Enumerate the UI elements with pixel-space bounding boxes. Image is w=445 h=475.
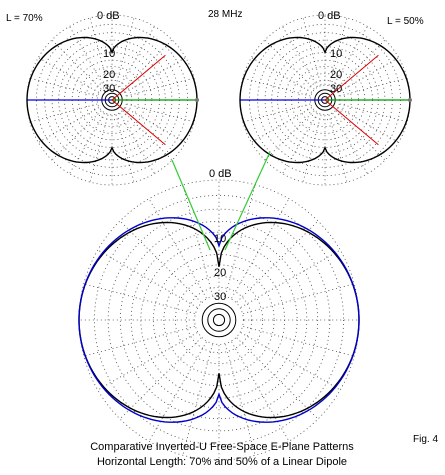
main-ring-label-20: 20 xyxy=(214,267,226,279)
main-grid-spoke-195 xyxy=(83,283,195,314)
right-ring-label-0db: 0 dB xyxy=(318,10,341,22)
right-length-label: L = 50% xyxy=(387,16,424,27)
left-grid-spoke-330 xyxy=(125,57,186,93)
right-polar-plot xyxy=(239,14,412,186)
main-grid-spoke-255 xyxy=(182,184,213,296)
right-grid-spoke-135 xyxy=(264,110,315,161)
left-grid-spoke-210 xyxy=(38,57,99,93)
main-grid-spoke-75 xyxy=(225,344,256,456)
right-grid-spoke-45 xyxy=(335,110,386,161)
connector-left xyxy=(171,159,211,251)
left-ring-label-20: 20 xyxy=(103,69,115,81)
left-grid-spoke-300 xyxy=(119,26,155,87)
right-grid-spoke-195 xyxy=(242,77,311,97)
main-ring-label-30: 30 xyxy=(214,291,226,303)
main-grid-spoke-150 xyxy=(97,332,198,391)
left-grid-spoke-165 xyxy=(29,103,98,123)
main-ring-label-0db: 0 dB xyxy=(209,168,232,180)
main-polar-plot xyxy=(78,179,360,461)
right-end-marker xyxy=(408,98,412,102)
main-grid-spoke-135 xyxy=(119,337,202,420)
left-grid-spoke-240 xyxy=(69,26,105,87)
right-grid-spoke-240 xyxy=(282,26,318,87)
main-grid-spoke-165 xyxy=(83,326,195,357)
main-grid-ring-8 xyxy=(174,275,264,365)
right-grid-spoke-15 xyxy=(339,103,408,123)
caption-line-1: Comparative Inverted-U Free-Space E-Plan… xyxy=(90,441,354,453)
right-ring-label-20: 20 xyxy=(330,69,342,81)
main-ring-label-10: 10 xyxy=(214,233,226,245)
left-ring-label-30: 30 xyxy=(103,83,115,95)
connector-right xyxy=(224,151,271,251)
left-grid-spoke-15 xyxy=(126,103,195,123)
right-grid-spoke-255 xyxy=(302,17,322,86)
left-polar-plot xyxy=(26,14,199,186)
left-grid-spoke-345 xyxy=(126,77,195,97)
left-ring-label-0db: 0 dB xyxy=(97,10,120,22)
right-pattern-curve xyxy=(239,36,411,164)
right-axis-red-lower xyxy=(324,99,379,146)
figure-number-label: Fig. 4 xyxy=(413,434,438,445)
left-pattern-curve xyxy=(26,36,198,164)
main-grid-spoke-345 xyxy=(243,283,355,314)
left-grid-spoke-315 xyxy=(122,39,173,90)
left-grid-spoke-195 xyxy=(29,77,98,97)
main-grid-spoke-15 xyxy=(243,326,355,357)
connector-lines xyxy=(171,151,271,251)
caption-line-2: Horizontal Length: 70% and 50% of a Line… xyxy=(97,456,347,468)
right-grid-spoke-105 xyxy=(302,114,322,183)
main-grid-spoke-330 xyxy=(240,249,341,308)
left-grid-spoke-75 xyxy=(115,114,135,183)
main-grid-spoke-105 xyxy=(182,344,213,456)
main-center-ring-0 xyxy=(212,313,226,327)
main-grid-ring-1 xyxy=(94,194,344,445)
main-grid-ring-3 xyxy=(119,220,319,420)
frequency-label: 28 MHz xyxy=(208,9,242,20)
main-grid-ring-9 xyxy=(185,286,253,354)
left-axis-red-lower xyxy=(111,99,166,146)
main-grid-spoke-30 xyxy=(240,332,341,391)
main-grid-ring-7 xyxy=(163,264,275,376)
right-grid-spoke-345 xyxy=(339,77,408,97)
main-grid-spoke-210 xyxy=(97,249,198,308)
left-ring-label-10: 10 xyxy=(103,48,115,60)
main-grid-ring-2 xyxy=(107,208,331,432)
left-grid-spoke-105 xyxy=(89,114,109,183)
main-pattern-curve-50pct xyxy=(78,217,360,423)
right-ring-label-30: 30 xyxy=(330,83,342,95)
left-grid-spoke-45 xyxy=(122,110,173,161)
right-axis-red-upper xyxy=(324,54,379,101)
main-center-ring-1 xyxy=(207,308,231,332)
right-grid-spoke-210 xyxy=(251,57,312,93)
main-center-ring-2 xyxy=(201,302,237,338)
left-length-label: L = 70% xyxy=(6,13,43,24)
main-grid-spoke-225 xyxy=(119,220,202,303)
right-grid-spoke-330 xyxy=(338,57,399,93)
right-ring-label-10: 10 xyxy=(330,48,342,60)
left-end-marker xyxy=(195,98,199,102)
left-grid-spoke-285 xyxy=(115,17,135,86)
right-grid-spoke-165 xyxy=(242,103,311,123)
left-grid-spoke-135 xyxy=(51,110,102,161)
main-grid-spoke-45 xyxy=(236,337,319,420)
right-grid-spoke-315 xyxy=(335,39,386,90)
main-grid-ring-10 xyxy=(194,295,244,345)
main-grid-spoke-300 xyxy=(231,198,290,299)
left-axis-red-upper xyxy=(111,54,166,101)
right-grid-spoke-75 xyxy=(328,114,348,183)
main-grid-ring-4 xyxy=(130,231,308,409)
